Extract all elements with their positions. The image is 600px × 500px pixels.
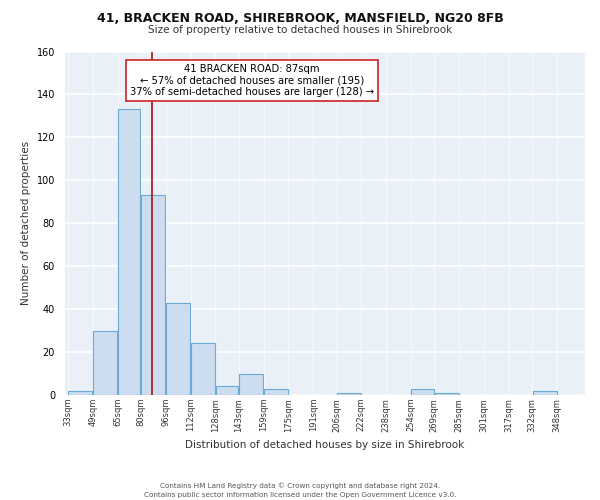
Bar bbox=[264, 388, 288, 395]
Text: 41 BRACKEN ROAD: 87sqm
← 57% of detached houses are smaller (195)
37% of semi-de: 41 BRACKEN ROAD: 87sqm ← 57% of detached… bbox=[130, 64, 374, 96]
Bar bbox=[141, 196, 166, 395]
Text: Size of property relative to detached houses in Shirebrook: Size of property relative to detached ho… bbox=[148, 25, 452, 35]
Bar bbox=[191, 344, 215, 395]
Bar bbox=[93, 330, 117, 395]
Bar bbox=[337, 393, 361, 395]
Bar bbox=[118, 110, 140, 395]
Bar bbox=[68, 390, 92, 395]
Bar bbox=[216, 386, 238, 395]
Text: 41, BRACKEN ROAD, SHIREBROOK, MANSFIELD, NG20 8FB: 41, BRACKEN ROAD, SHIREBROOK, MANSFIELD,… bbox=[97, 12, 503, 26]
Text: Contains public sector information licensed under the Open Government Licence v3: Contains public sector information licen… bbox=[144, 492, 456, 498]
Bar bbox=[239, 374, 263, 395]
Y-axis label: Number of detached properties: Number of detached properties bbox=[21, 141, 31, 306]
Bar bbox=[435, 393, 459, 395]
Bar bbox=[533, 390, 557, 395]
Bar bbox=[166, 302, 190, 395]
Bar bbox=[412, 388, 434, 395]
X-axis label: Distribution of detached houses by size in Shirebrook: Distribution of detached houses by size … bbox=[185, 440, 464, 450]
Text: Contains HM Land Registry data © Crown copyright and database right 2024.: Contains HM Land Registry data © Crown c… bbox=[160, 482, 440, 489]
